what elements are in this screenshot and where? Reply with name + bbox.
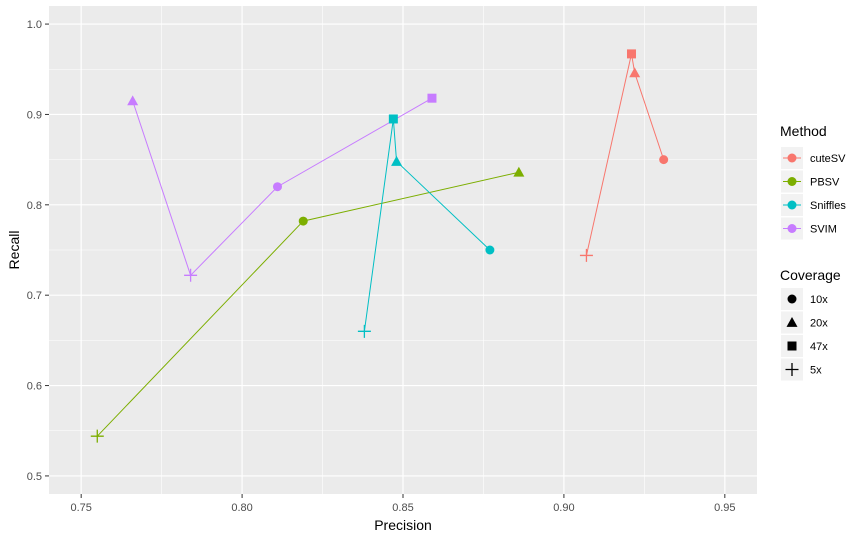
legend-method-key-point-svim — [787, 224, 797, 233]
x-tick-label: 0.75 — [70, 502, 91, 514]
point-sniffles-10x — [485, 245, 495, 255]
y-tick-label: 0.7 — [27, 290, 42, 302]
point-pbsv-10x — [298, 216, 308, 226]
legend-method-key-point-sniffles — [787, 200, 797, 210]
y-tick-label: 0.8 — [27, 200, 42, 212]
legend-method-label-pbsv: PBSV — [810, 177, 840, 189]
point-cutesv-47x — [626, 49, 636, 59]
series-line-cutesv — [585, 53, 665, 256]
x-axis: 0.75 0.80 0.85 0.90 0.95 — [70, 494, 736, 514]
series-points — [90, 49, 669, 443]
x-tick-label: 0.90 — [553, 502, 574, 514]
x-tick-label: 0.80 — [231, 502, 252, 514]
legend-method-label-cutesv: cuteSV — [810, 153, 846, 165]
point-sniffles-47x — [388, 114, 398, 124]
point-svim-5x — [184, 268, 198, 282]
legend-coverage-key-20x — [786, 317, 798, 327]
legend-coverage-label-5x: 5x — [810, 365, 822, 377]
legend-method-key-point-cutesv — [787, 153, 797, 163]
legend-method-label-svim: SVIM — [810, 224, 837, 236]
point-sniffles-20x — [391, 155, 403, 166]
y-tick-label: 1.0 — [27, 19, 42, 31]
point-cutesv-20x — [629, 67, 641, 78]
y-tick-label: 0.9 — [27, 109, 42, 121]
legend-coverage-key-5x — [785, 363, 799, 376]
point-sniffles-5x — [357, 324, 371, 338]
x-tick-label: 0.95 — [714, 502, 735, 514]
series-line-sniffles — [363, 118, 491, 332]
legend-method-label-sniffles: Sniffles — [810, 200, 846, 212]
point-svim-20x — [127, 95, 139, 106]
y-tick-label: 0.5 — [27, 471, 42, 483]
legend-method-key-point-pbsv — [787, 177, 797, 186]
point-pbsv-5x — [90, 429, 104, 443]
point-cutesv-5x — [579, 248, 593, 262]
y-axis: 0.5 0.6 0.7 0.8 0.9 1.0 — [27, 19, 49, 483]
legend-coverage-label-20x: 20x — [810, 318, 828, 330]
x-axis-title: Precision — [374, 517, 432, 533]
series-line-svim — [132, 97, 433, 277]
point-svim-10x — [272, 182, 282, 192]
legend-method: Method cuteSV PBSV Sniffles SVIM — [780, 123, 846, 240]
y-axis-title: Recall — [6, 231, 22, 270]
legend-coverage: Coverage 10x 20x 47x 5x — [780, 267, 841, 381]
legend-coverage-title: Coverage — [780, 267, 841, 283]
point-pbsv-20x — [513, 166, 525, 177]
legend-method-title: Method — [780, 123, 827, 139]
legend-coverage-label-10x: 10x — [810, 294, 828, 306]
major-gridlines — [49, 6, 757, 494]
legend-coverage-label-47x: 47x — [810, 341, 828, 353]
legend-coverage-key-10x — [787, 294, 797, 304]
legend-coverage-key-47x — [787, 341, 797, 351]
point-cutesv-10x — [659, 155, 669, 165]
x-tick-label: 0.85 — [392, 502, 413, 514]
point-svim-47x — [427, 93, 437, 103]
y-tick-label: 0.6 — [27, 381, 42, 393]
